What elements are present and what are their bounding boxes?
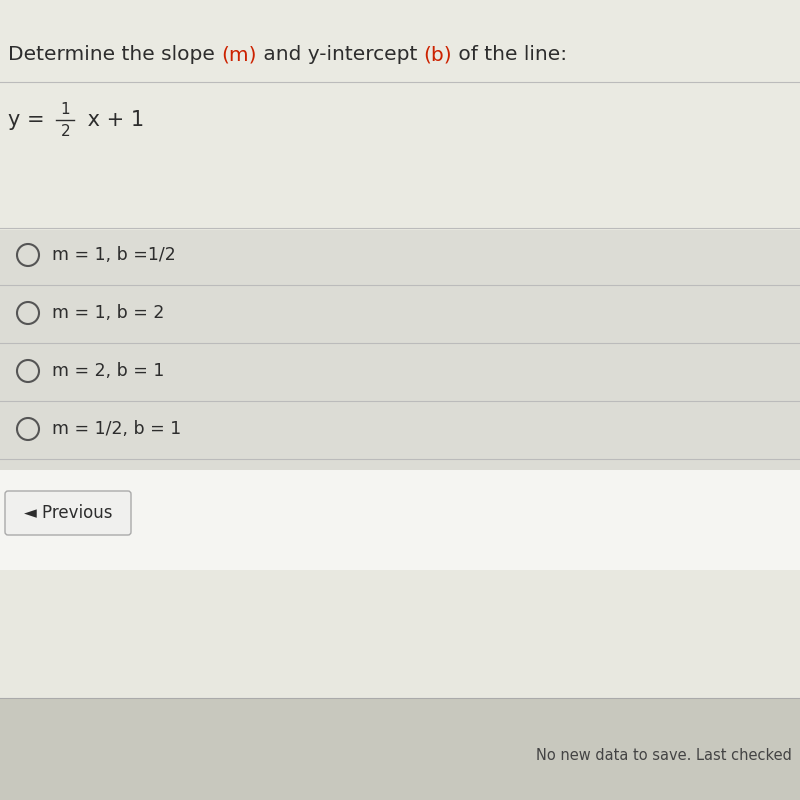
Text: (b): (b): [423, 46, 452, 65]
Text: and y-intercept: and y-intercept: [257, 46, 423, 65]
Text: y =: y =: [8, 110, 51, 130]
FancyBboxPatch shape: [0, 230, 800, 570]
Text: ◄ Previous: ◄ Previous: [24, 504, 112, 522]
Text: 2: 2: [61, 123, 70, 138]
Text: m = 1, b =1/2: m = 1, b =1/2: [52, 246, 176, 264]
Text: (m): (m): [222, 46, 257, 65]
Text: No new data to save. Last checked: No new data to save. Last checked: [536, 747, 792, 762]
FancyBboxPatch shape: [0, 698, 800, 800]
Text: 1: 1: [61, 102, 70, 117]
FancyBboxPatch shape: [5, 491, 131, 535]
FancyBboxPatch shape: [0, 230, 800, 470]
Text: x + 1: x + 1: [82, 110, 144, 130]
FancyBboxPatch shape: [0, 0, 800, 230]
Text: m = 2, b = 1: m = 2, b = 1: [52, 362, 164, 380]
Text: m = 1, b = 2: m = 1, b = 2: [52, 304, 164, 322]
Text: of the line:: of the line:: [452, 46, 567, 65]
Text: Determine the slope: Determine the slope: [8, 46, 222, 65]
Text: m = 1/2, b = 1: m = 1/2, b = 1: [52, 420, 182, 438]
